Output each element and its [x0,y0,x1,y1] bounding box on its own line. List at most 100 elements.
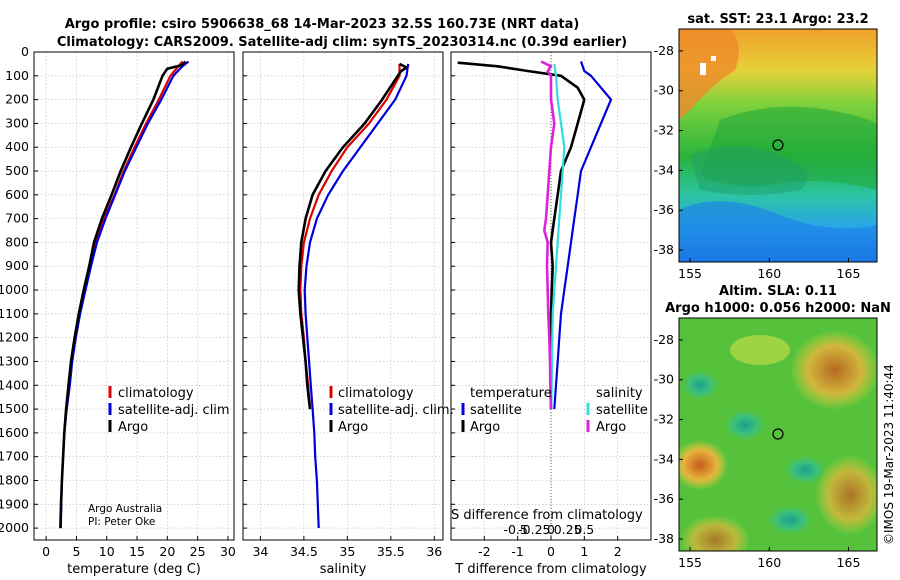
map-y-tick-label: -34 [654,162,674,177]
x-tick-label-temperature: 30 [220,544,236,559]
sla-map-title-line1: Altim. SLA: 0.11 [719,284,837,299]
chart-title-line2: Climatology: CARS2009. Satellite-adj cli… [57,35,627,50]
x-tick-label-difference: 0 [547,544,555,559]
series-salinity-2 [297,62,408,410]
depth-tick-label: 1700 [0,449,29,464]
s-tick-label: 0 [547,522,555,537]
map-y-tick-label: -30 [654,83,674,98]
depth-tick-label: 800 [5,234,29,249]
x-tick-label-temperature: 0 [42,544,50,559]
depth-tick-label: 500 [5,163,29,178]
s-tick-label: 0.5 [574,522,594,537]
map-x-tick-label: 160 [757,266,781,281]
sla-low-4 [768,506,812,534]
x-tick-label-difference: -2 [478,544,490,559]
map-x-tick-label: 155 [678,266,702,281]
legend-label-argo: Argo [118,420,148,435]
series-temperature-1 [59,60,190,529]
depth-tick-label: 0 [21,44,29,59]
x-tick-label-difference: 1 [580,544,588,559]
sla-low-1 [725,410,765,440]
sst-teal-patch [690,146,808,195]
panel-frame-temperature [33,51,235,541]
x-tick-label-salinity: 34.5 [290,544,318,559]
map-x-tick-label: 165 [837,266,861,281]
depth-tick-label: 400 [5,139,29,154]
x-tick-label-temperature: 20 [159,544,175,559]
x-tick-label-salinity: 35.5 [377,544,405,559]
depth-tick-label: 2000 [0,520,29,535]
sst-map [679,29,877,262]
sst-map-title: sat. SST: 23.1 Argo: 23.2 [687,12,868,27]
x-tick-label-temperature: 10 [99,544,115,559]
map-x-tick-label: 165 [837,555,861,570]
depth-tick-label: 300 [5,115,29,130]
sla-high-3 [680,515,750,551]
credit-text: ©IMOS 19-Mar-2023 11:40:44 [882,364,896,545]
x-tick-label-salinity: 35 [339,544,355,559]
legend-label-s-satellite: satellite [596,403,648,418]
legend-difference: temperature salinity satellite Argo sate… [461,386,648,435]
sla-map-ticks: 155 160 165 -28 -30 -32 -34 -36 -38 [654,332,861,570]
map-y-tick-label: -32 [654,412,674,427]
map-y-tick-label: -36 [654,491,674,506]
series-salinity-1 [303,63,410,529]
sst-white-speck-2 [711,56,716,61]
sla-map-frame [678,317,878,552]
depth-tick-label: 600 [5,187,29,202]
panel-frame-salinity [242,51,444,541]
x-tick-label-salinity: 36 [426,544,442,559]
x-tick-label-difference: -1 [511,544,523,559]
sla-low-2 [785,456,825,484]
depth-tick-label: 1300 [0,353,29,368]
depth-tick-label: 1200 [0,330,29,345]
series-temperature-2 [59,60,187,529]
s-tick-label: -0.25 [518,522,550,537]
series-difference-2 [550,63,566,410]
legend-temperature: climatology satellite-adj. clim Argo [108,386,230,435]
depth-tick-label: 100 [5,68,29,83]
x-tick-label-difference: 2 [614,544,622,559]
depth-tick-label: 1800 [0,472,29,487]
x-tick-label-temperature: 5 [72,544,80,559]
legend-label-s-argo: Argo [596,420,626,435]
grid-layer [34,51,651,540]
sst-green-band [700,106,877,190]
depth-tick-label: 1400 [0,377,29,392]
series-temperature-0 [65,60,184,410]
legend-label-t-argo: Argo [470,420,500,435]
sst-cool-patch [679,201,877,262]
x-axis-label-temperature: temperature (deg C) [67,562,201,577]
note-pi: PI: Peter Oke [88,516,155,528]
legend-label-climatology-s: climatology [338,386,414,401]
x-axis-label-salinity: salinity [320,562,367,577]
sla-argo-marker [772,428,784,440]
depth-tick-label: 1000 [0,282,29,297]
s-diff-label: S difference from climatology [451,508,643,523]
sla-map [679,318,877,551]
legend-label-satellite-s: satellite-adj. clim. [338,403,454,418]
legend-label-t-satellite: satellite [470,403,522,418]
legend-label-climatology: climatology [118,386,194,401]
legend-label-satellite: satellite-adj. clim [118,403,230,418]
map-y-tick-label: -34 [654,451,674,466]
legend-title-temperature: temperature [470,386,552,401]
sla-low-3 [682,371,718,399]
map-x-tick-label: 160 [757,555,781,570]
s-tick-label: 0.25 [554,522,582,537]
sla-map-title-line2: Argo h1000: 0.056 h2000: NaN [665,301,891,316]
sst-map-frame [678,28,878,263]
x-tick-label-salinity: 34 [252,544,268,559]
sla-high-2 [790,330,877,410]
series-difference-0 [553,61,613,410]
sst-warm-patch [679,29,739,120]
map-y-tick-label: -36 [654,202,674,217]
legend-title-salinity: salinity [596,386,643,401]
depth-tick-label: 1600 [0,425,29,440]
map-y-tick-label: -28 [654,43,674,58]
depth-tick-label: 900 [5,258,29,273]
sla-high-1 [679,440,728,490]
x-axis-label-difference: T difference from climatology [454,562,647,577]
map-x-tick-label: 155 [678,555,702,570]
axis-layer: 0100200300400500600700800900100011001200… [0,44,652,577]
